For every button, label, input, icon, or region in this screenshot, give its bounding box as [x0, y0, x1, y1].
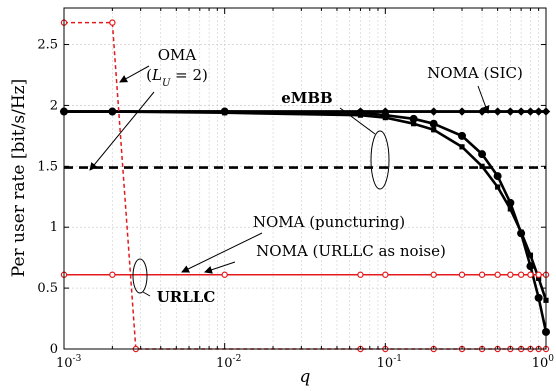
arrow-noma-urllc-noise — [204, 261, 236, 274]
series-4-point — [507, 206, 513, 212]
series-6-point — [109, 19, 116, 26]
series-5-point — [517, 271, 525, 278]
series-4-point — [536, 275, 542, 281]
series-5-point — [507, 271, 514, 278]
series-5-point — [458, 271, 466, 278]
series-5-point — [221, 271, 228, 278]
series-4-point — [527, 252, 534, 258]
series-3-point — [409, 114, 418, 123]
series-5-point — [478, 271, 486, 278]
series-3-point — [429, 119, 438, 128]
series-2-point — [506, 107, 515, 116]
arrow-noma-puncturing — [181, 232, 263, 273]
series-4-point — [222, 110, 228, 116]
annot-noma-puncturing: NOMA (puncturing) — [253, 213, 405, 231]
series-3-point — [478, 150, 487, 159]
x-tick-label: 10-3 — [56, 354, 82, 371]
arrow-urllc — [142, 291, 151, 297]
series-4-point — [518, 229, 524, 235]
grid — [64, 8, 546, 349]
series-2-point — [526, 107, 535, 116]
series-3-point — [457, 131, 466, 140]
annot-oma: OMA — [158, 46, 197, 64]
x-tick-label: 100 — [532, 354, 555, 371]
arrow-oma-black — [89, 91, 155, 171]
x-tick-label: 10-2 — [216, 354, 241, 371]
x-axis-title: q — [300, 367, 311, 386]
series-2-point — [429, 107, 438, 116]
series-5-point — [527, 271, 534, 278]
series-4-point — [459, 144, 465, 150]
series-5-point — [535, 271, 542, 278]
plot-frame — [63, 7, 547, 350]
series-2-point — [493, 107, 502, 116]
series-4-point — [357, 112, 364, 118]
y-tick-label: 2.5 — [37, 38, 58, 53]
ticks: 0 0.5 1 1.5 2 2.5 10-3 10-2 10-1 100 — [37, 8, 554, 371]
plot-background — [64, 8, 546, 349]
x-tick-label: 10-1 — [377, 354, 402, 371]
annot-noma-urllc-noise: NOMA (URLLC as noise) — [256, 242, 446, 260]
series-5-point — [382, 271, 389, 278]
y-tick-label: 1.5 — [37, 159, 58, 174]
y-tick-label: 0 — [50, 342, 58, 357]
series-layer — [59, 19, 551, 353]
series-2-point — [516, 107, 526, 116]
arrow-embb — [339, 107, 376, 135]
series-5-point — [357, 271, 364, 278]
series-3-point — [493, 172, 502, 181]
annotations: OMA (LU = 2) eMBB NOMA (SIC) NOMA (punct… — [89, 46, 523, 306]
series-5-point — [430, 271, 437, 278]
annot-oma-param: (LU = 2) — [146, 66, 208, 89]
series-5-point — [494, 271, 501, 278]
annot-urllc: URLLC — [157, 288, 216, 306]
embb-ellipse — [370, 130, 390, 190]
y-tick-label: 1 — [50, 220, 58, 235]
series-2-point — [457, 107, 467, 116]
urllc-ellipse — [132, 258, 148, 294]
series-3-point — [534, 293, 543, 302]
series-4-point — [109, 108, 115, 115]
series-2-point — [534, 107, 543, 116]
series-4-point — [431, 127, 437, 133]
annot-embb: eMBB — [281, 89, 333, 107]
y-tick-label: 0.5 — [37, 281, 58, 296]
series-4-point — [411, 121, 417, 127]
series-4-point — [495, 184, 501, 190]
annot-noma-sic: NOMA (SIC) — [427, 64, 523, 82]
arrow-oma-red — [119, 65, 150, 83]
y-tick-label: 2 — [50, 98, 58, 113]
series-4-point — [382, 115, 388, 121]
series-5-point — [109, 271, 116, 278]
arrow-noma-sic — [477, 85, 490, 114]
series-4-point — [479, 163, 485, 169]
y-axis-title: Per user rate [bit/s/Hz] — [9, 79, 29, 277]
